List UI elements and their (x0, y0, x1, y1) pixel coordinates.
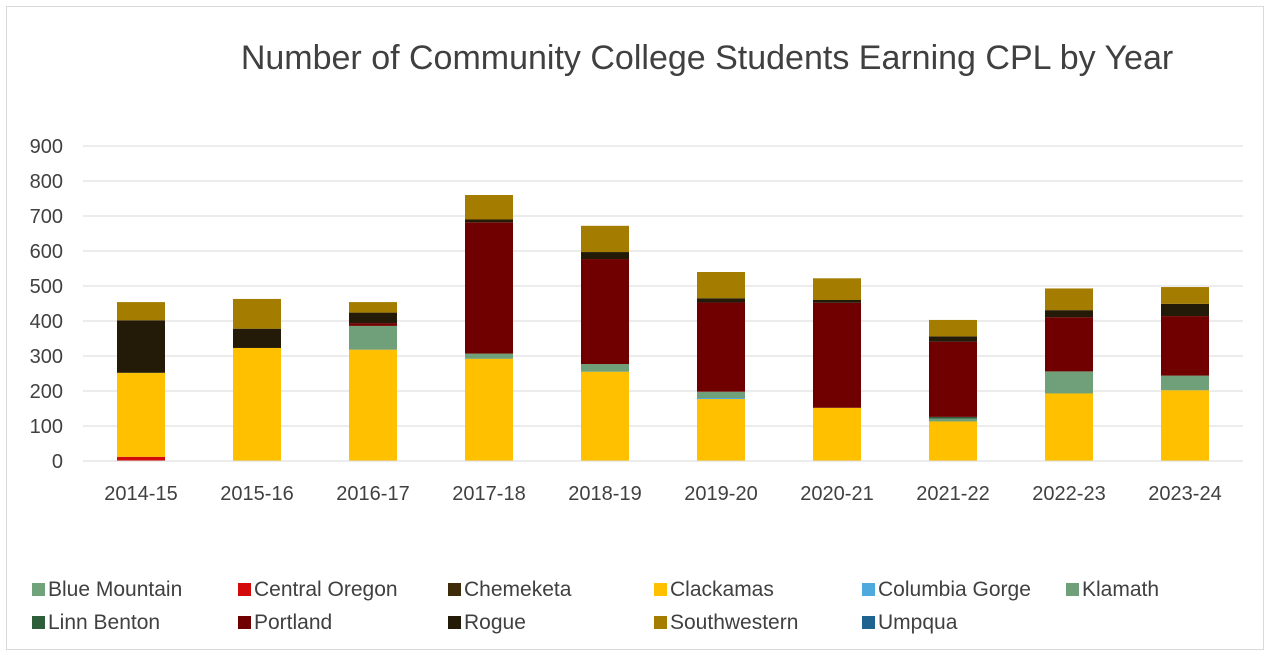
bar-segment (233, 298, 281, 329)
y-tick-label: 100 (30, 416, 63, 438)
x-tick-label: 2018-19 (568, 483, 641, 505)
bar-segment (117, 456, 165, 461)
legend-swatch (448, 616, 461, 629)
x-tick-label: 2017-18 (452, 483, 525, 505)
legend-label: Linn Benton (48, 611, 160, 634)
legend-label: Central Oregon (254, 578, 398, 601)
bar-segment (697, 302, 745, 392)
legend-swatch (238, 583, 251, 596)
bar-segment (581, 364, 629, 372)
bar-segment (1161, 287, 1209, 304)
legend-swatch (1066, 583, 1079, 596)
bar-segment (813, 302, 861, 408)
x-tick-label: 2020-21 (800, 483, 873, 505)
legend-label: Rogue (464, 611, 526, 634)
bar-segment (929, 319, 977, 337)
chart-title: Number of Community College Students Ear… (240, 39, 1174, 77)
bar-segment (349, 325, 397, 350)
x-tick-label: 2015-16 (220, 483, 293, 505)
bar-segment (929, 341, 977, 417)
x-tick-label: 2019-20 (684, 483, 757, 505)
bar-segment (929, 336, 977, 342)
bar-segment (117, 302, 165, 321)
bar-segment (929, 418, 977, 422)
y-tick-label: 500 (30, 276, 63, 298)
bar-segment (697, 399, 745, 461)
bar-segment (1045, 371, 1093, 394)
bar-segment (697, 298, 745, 303)
bar-segment (465, 219, 513, 223)
legend-swatch (654, 616, 667, 629)
legend-swatch (32, 583, 45, 596)
x-tick-label: 2021-22 (916, 483, 989, 505)
x-tick-label: 2022-23 (1032, 483, 1105, 505)
x-tick-label: 2023-24 (1148, 483, 1221, 505)
legend-label: Columbia Gorge (878, 578, 1031, 601)
legend-label: Blue Mountain (48, 578, 182, 601)
bar-segment (465, 353, 513, 359)
bar-segment (697, 391, 745, 398)
bar-segment (1161, 390, 1209, 461)
bar-segment (929, 416, 977, 419)
bar-segment (581, 252, 629, 260)
bar-segment (581, 371, 629, 461)
y-tick-label: 0 (52, 451, 63, 473)
legend-swatch (654, 583, 667, 596)
legend-swatch (448, 583, 461, 596)
bar-segment (813, 278, 861, 300)
bar-segment (697, 398, 745, 400)
bar-segment (349, 349, 397, 461)
y-tick-label: 700 (30, 206, 63, 228)
bar-segment (1045, 317, 1093, 372)
x-tick-label: 2016-17 (336, 483, 409, 505)
y-tick-label: 400 (30, 311, 63, 333)
bar-segment (813, 407, 861, 461)
y-tick-label: 800 (30, 171, 63, 193)
bar-segment (581, 259, 629, 365)
y-tick-label: 600 (30, 241, 63, 263)
legend-label: Southwestern (670, 611, 798, 634)
bar-segment (233, 347, 281, 461)
legend-swatch (32, 616, 45, 629)
bar-segment (929, 421, 977, 461)
legend-swatch (862, 583, 875, 596)
bar-segment (465, 195, 513, 220)
bar-segment (465, 358, 513, 461)
y-tick-label: 200 (30, 381, 63, 403)
bar-segment (813, 300, 861, 303)
legend-label: Chemeketa (464, 578, 572, 601)
bar-segment (117, 320, 165, 373)
axis-layer: 0 100 200 300 400 500 600 700 800 900 2014-15 2015-… (30, 136, 1243, 505)
bar-segment (1161, 303, 1209, 317)
bar-segment (349, 312, 397, 324)
y-tick-label: 900 (30, 136, 63, 158)
legend-label: Klamath (1082, 578, 1159, 601)
bar-segment (1161, 375, 1209, 391)
legend-swatch (862, 616, 875, 629)
legend-swatch (238, 616, 251, 629)
legend-layer: Blue Mountain Central Oregon Chemeketa Clac… (32, 578, 1159, 634)
bar-segment (1045, 393, 1093, 461)
bar-segment (581, 225, 629, 253)
bar-segment (233, 328, 281, 348)
bar-segment (349, 323, 397, 326)
bars-layer (117, 195, 1209, 461)
bar-segment (1161, 316, 1209, 376)
bar-segment (117, 372, 165, 457)
bar-segment (697, 272, 745, 299)
x-tick-label: 2014-15 (104, 483, 177, 505)
y-tick-label: 300 (30, 346, 63, 368)
bar-segment (1045, 310, 1093, 318)
bar-segment (349, 302, 397, 313)
legend-label: Portland (254, 611, 332, 634)
bar-segment (465, 222, 513, 354)
legend-label: Umpqua (878, 611, 958, 634)
bar-segment (1045, 288, 1093, 311)
legend-label: Clackamas (670, 578, 774, 601)
